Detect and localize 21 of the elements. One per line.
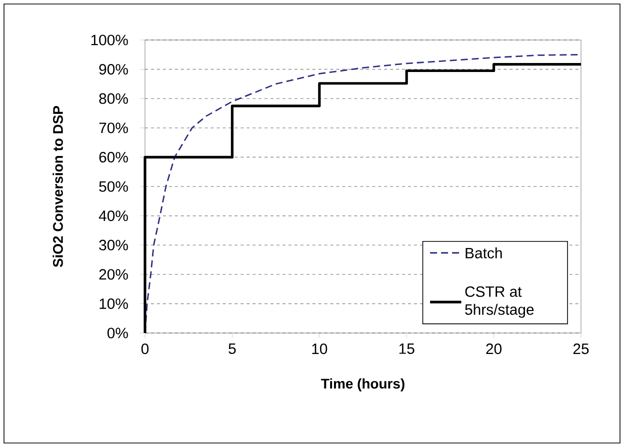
y-tick-label: 0% xyxy=(107,328,128,338)
x-tick-label: 10 xyxy=(312,344,328,354)
y-tick-label: 70% xyxy=(99,122,128,134)
x-axis-title: Time (hours) xyxy=(321,378,404,392)
x-tick-label: 5 xyxy=(228,344,236,354)
y-tick-label: 20% xyxy=(99,269,128,280)
legend-label: CSTR at 5hrs/stage xyxy=(465,286,534,318)
y-tick-label: 60% xyxy=(99,152,128,162)
x-tick-label: 25 xyxy=(573,344,589,354)
y-tick-label: 30% xyxy=(99,240,128,250)
x-tick-label: 20 xyxy=(486,344,502,354)
y-tick-label: 100% xyxy=(91,34,128,46)
legend-label: Batch xyxy=(466,247,502,258)
y-tick-label: 50% xyxy=(99,181,128,192)
x-tick-label: 0 xyxy=(141,344,149,354)
y-tick-label: 10% xyxy=(100,298,128,309)
y-tick-label: 40% xyxy=(98,210,128,222)
y-tick-label: 80% xyxy=(99,93,128,104)
x-tick-label: 15 xyxy=(399,344,414,354)
y-axis-title: SiO2 Conversion to DSP xyxy=(52,106,63,268)
y-tick-label: 90% xyxy=(99,64,128,75)
